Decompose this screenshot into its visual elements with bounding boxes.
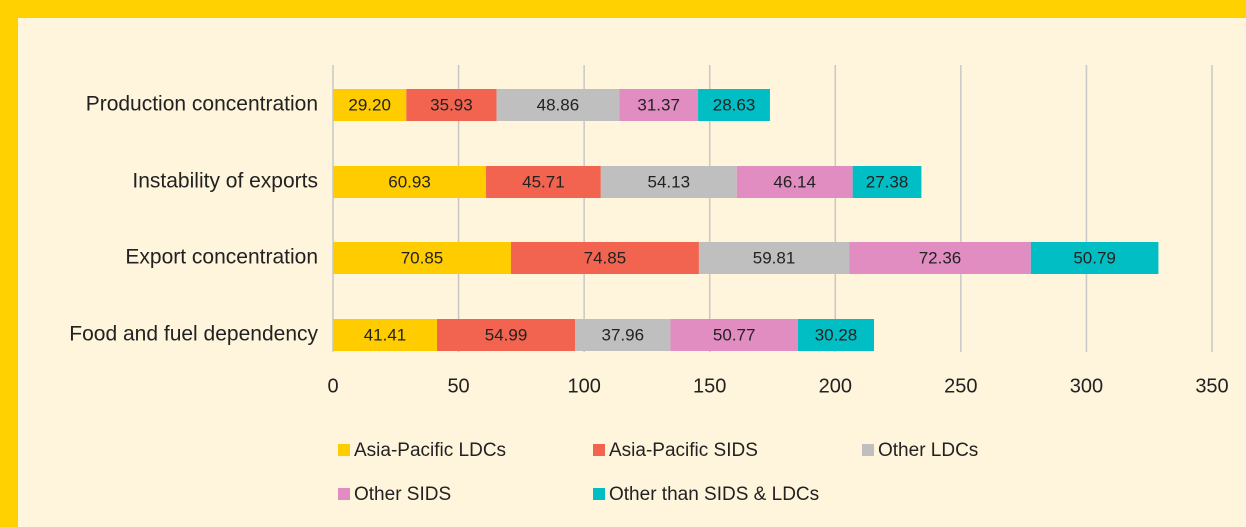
bar-segment <box>849 242 1031 274</box>
data-label: 70.85 <box>401 248 444 267</box>
data-label: 30.28 <box>815 325 858 344</box>
bar-segment <box>670 319 798 351</box>
bar-segment <box>486 166 601 198</box>
data-label: 45.71 <box>522 172 565 191</box>
bar-segment <box>406 89 497 121</box>
x-tick-label: 150 <box>693 375 726 397</box>
bar-segment <box>852 166 922 198</box>
legend-label: Other than SIDS & LDCs <box>609 484 819 505</box>
data-label: 35.93 <box>430 95 473 114</box>
legend-swatch <box>593 488 605 500</box>
legend-label: Asia-Pacific LDCs <box>354 440 506 461</box>
bar-segment <box>510 242 699 274</box>
bar-segment <box>797 319 874 351</box>
left-border <box>0 0 18 527</box>
data-label: 46.14 <box>773 172 816 191</box>
category-label: Export concentration <box>125 246 318 269</box>
legend-label: Other LDCs <box>878 440 978 461</box>
data-label: 50.77 <box>713 325 756 344</box>
data-label: 54.13 <box>648 172 691 191</box>
category-label: Production concentration <box>86 93 318 116</box>
bar-segment <box>333 319 437 351</box>
data-label: 72.36 <box>919 248 962 267</box>
legend-swatch <box>593 444 605 456</box>
data-label: 60.93 <box>388 172 431 191</box>
legend-label: Other SIDS <box>354 484 451 505</box>
bar-segment <box>496 89 620 121</box>
data-label: 54.99 <box>485 325 528 344</box>
bar-segment <box>698 89 770 121</box>
data-label: 59.81 <box>753 248 796 267</box>
bar-segment <box>333 166 487 198</box>
legend-swatch <box>338 488 350 500</box>
category-label: Food and fuel dependency <box>69 323 318 346</box>
bar-segment <box>600 166 737 198</box>
bar-segment <box>698 242 850 274</box>
bar-segment <box>436 319 576 351</box>
x-tick-label: 50 <box>447 375 469 397</box>
top-border <box>0 0 1246 18</box>
bar-segment <box>619 89 699 121</box>
bar-segment <box>1030 242 1159 274</box>
data-label: 50.79 <box>1073 248 1116 267</box>
x-tick-label: 300 <box>1070 375 1103 397</box>
x-tick-label: 200 <box>819 375 852 397</box>
legend-swatch <box>338 444 350 456</box>
data-label: 41.41 <box>364 325 407 344</box>
data-label: 74.85 <box>584 248 627 267</box>
data-label: 31.37 <box>637 95 680 114</box>
legend-swatch <box>862 444 874 456</box>
data-label: 37.96 <box>601 325 644 344</box>
data-label: 48.86 <box>537 95 580 114</box>
x-tick-label: 100 <box>567 375 600 397</box>
bar-segment <box>333 89 407 121</box>
x-tick-label: 350 <box>1195 375 1228 397</box>
category-label: Instability of exports <box>132 170 318 193</box>
data-label: 28.63 <box>713 95 756 114</box>
bar-segment <box>575 319 671 351</box>
data-label: 29.20 <box>348 95 391 114</box>
legend-label: Asia-Pacific SIDS <box>609 440 758 461</box>
bar-segment <box>736 166 853 198</box>
x-tick-label: 0 <box>327 375 338 397</box>
bar-segment <box>333 242 511 274</box>
data-label: 27.38 <box>866 172 909 191</box>
x-tick-label: 250 <box>944 375 977 397</box>
